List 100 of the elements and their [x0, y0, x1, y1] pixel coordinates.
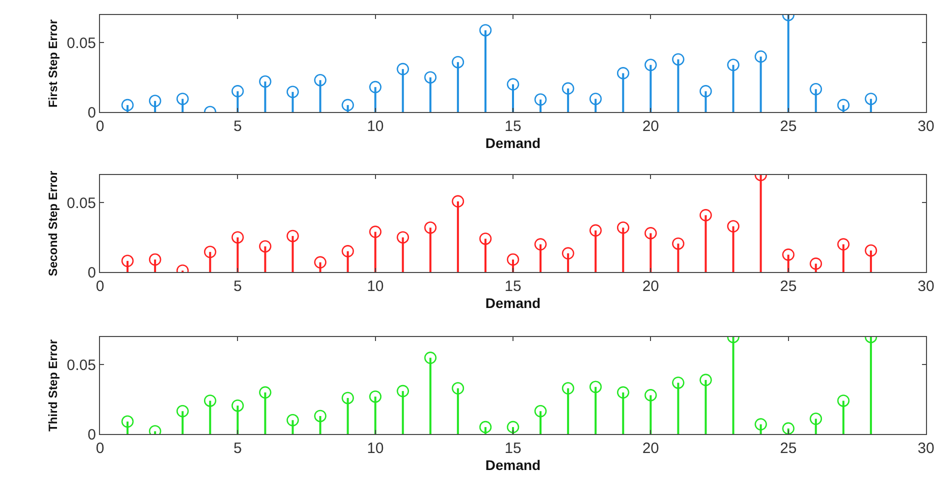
point	[342, 392, 354, 404]
point	[506, 78, 520, 90]
point	[644, 227, 657, 240]
point	[286, 414, 299, 426]
point	[369, 80, 382, 94]
x-tick-label: 15	[504, 118, 522, 135]
x-tick-label: 15	[504, 440, 522, 457]
point	[672, 376, 684, 389]
point	[672, 53, 684, 66]
point	[396, 62, 410, 76]
point	[452, 382, 464, 394]
x-tick-label: 10	[366, 278, 384, 295]
point	[864, 244, 878, 257]
x-tick-label: 30	[918, 440, 934, 457]
point	[754, 418, 767, 430]
x-tick-label: 25	[780, 440, 797, 457]
point	[837, 238, 850, 250]
point	[396, 231, 410, 244]
x-tick-label: 20	[642, 278, 660, 295]
x-axis-title: Demand	[485, 135, 541, 151]
x-tick-label: 25	[780, 118, 797, 135]
point	[176, 92, 189, 105]
point	[700, 209, 712, 222]
point	[314, 256, 326, 268]
point	[672, 237, 684, 250]
point	[314, 410, 326, 422]
point	[286, 86, 299, 98]
point	[259, 240, 272, 253]
point	[148, 94, 162, 108]
x-tick-label: 20	[642, 118, 660, 135]
point	[534, 238, 547, 250]
x-axis-title: Demand	[485, 457, 541, 473]
point	[506, 253, 520, 266]
x-tick-label: 30	[918, 278, 934, 295]
point	[369, 390, 382, 403]
x-tick-label: 15	[504, 278, 522, 295]
point	[396, 384, 410, 398]
point	[616, 67, 630, 80]
point	[616, 386, 630, 399]
point	[148, 253, 162, 266]
y-axis-title: Third Step Error	[46, 339, 60, 432]
point	[121, 98, 134, 112]
x-tick-label: 30	[918, 118, 934, 135]
point	[121, 254, 134, 268]
point	[452, 56, 464, 68]
x-axis-title: Demand	[485, 295, 541, 311]
point	[644, 389, 657, 402]
point	[589, 380, 602, 394]
point	[562, 247, 574, 260]
x-tick-label: 25	[780, 278, 797, 295]
y-tick-label: 0.05	[66, 34, 96, 52]
point	[837, 394, 850, 407]
point	[342, 98, 354, 112]
y-tick-label: 0.05	[66, 194, 96, 212]
point	[754, 50, 767, 63]
point	[479, 420, 492, 434]
point	[782, 422, 794, 434]
point	[424, 352, 437, 364]
point	[837, 98, 850, 112]
point	[342, 245, 354, 258]
point	[810, 412, 822, 425]
point	[452, 195, 464, 208]
x-tick-label: 5	[234, 440, 242, 457]
point	[479, 24, 492, 36]
point	[727, 220, 740, 232]
point	[700, 374, 712, 386]
point	[424, 222, 437, 234]
y-axis-title: First Step Error	[46, 19, 60, 108]
point	[232, 85, 244, 98]
point	[644, 58, 657, 72]
point	[810, 258, 822, 270]
point	[314, 74, 326, 86]
point	[232, 399, 244, 412]
point	[700, 85, 712, 98]
point	[864, 92, 878, 105]
point	[616, 222, 630, 234]
point	[369, 226, 382, 238]
point	[589, 224, 602, 237]
y-tick-label: 0	[88, 104, 96, 122]
point	[259, 386, 272, 399]
x-tick-label: 5	[234, 118, 242, 135]
point	[204, 394, 216, 407]
y-tick-label: 0	[88, 264, 96, 282]
point	[176, 404, 189, 418]
point	[232, 231, 244, 244]
y-tick-label: 0.05	[66, 356, 96, 374]
point	[782, 248, 794, 261]
point	[562, 382, 574, 394]
point	[727, 58, 740, 72]
point	[506, 420, 520, 434]
y-axis-title: Second Step Error	[46, 170, 60, 276]
x-tick-label: 10	[366, 440, 384, 457]
x-tick-label: 5	[234, 278, 242, 295]
point	[121, 415, 134, 428]
point	[562, 82, 574, 95]
x-tick-label: 10	[366, 118, 384, 135]
point	[424, 71, 437, 84]
point	[534, 404, 547, 418]
point	[479, 232, 492, 245]
point	[204, 246, 216, 258]
